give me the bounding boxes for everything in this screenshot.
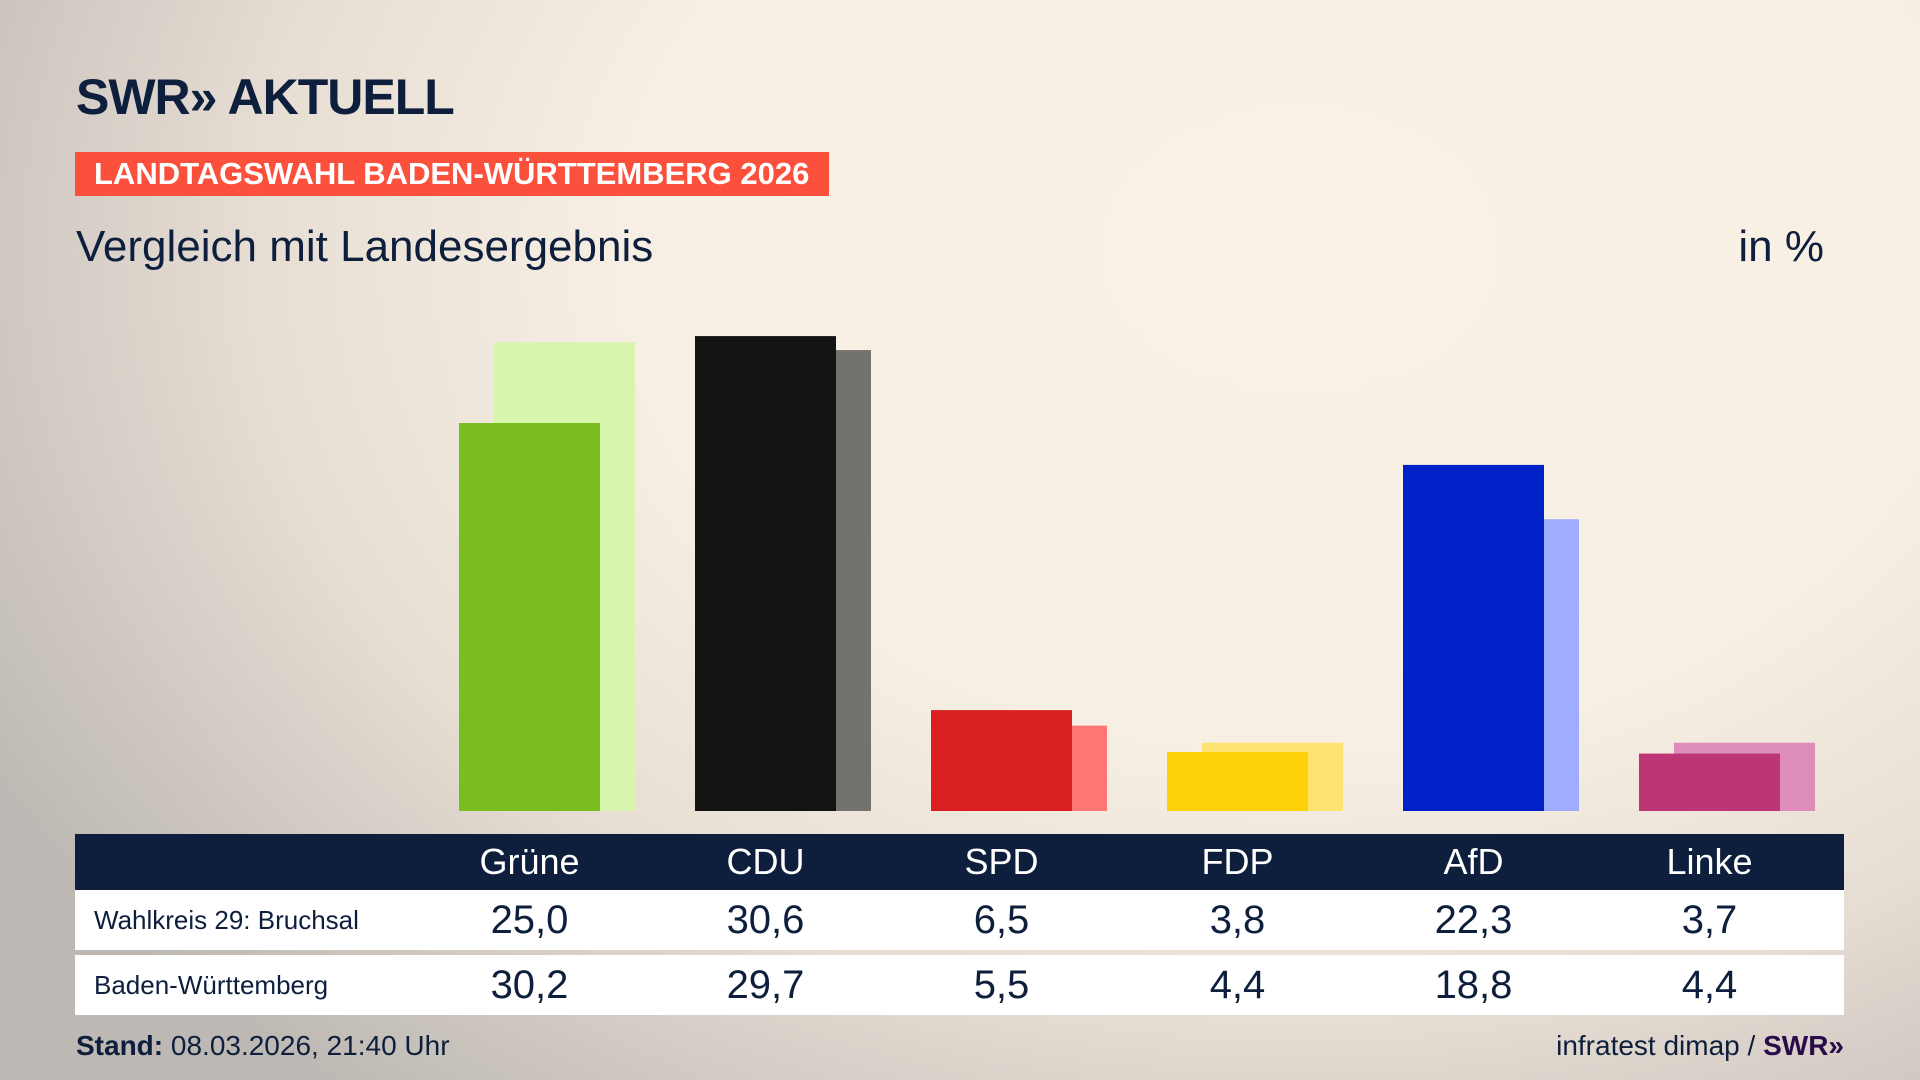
table-header: Grüne CDU SPD FDP AfD Linke bbox=[75, 834, 1844, 890]
value-label: 4,4 bbox=[1681, 963, 1738, 1007]
source: infratest dimap / SWR» bbox=[1556, 1030, 1844, 1062]
bar-cdu-wahlkreis bbox=[695, 336, 836, 811]
bar-linke-wahlkreis bbox=[1639, 753, 1780, 811]
election-banner: LANDTAGSWAHL BADEN-WÜRTTEMBERG 2026 bbox=[75, 152, 829, 196]
unit-label: in % bbox=[1738, 222, 1824, 271]
swr-logo: SWR» bbox=[1763, 1030, 1844, 1061]
bar-grüne-wahlkreis bbox=[459, 423, 600, 811]
row-label: Wahlkreis 29: Bruchsal bbox=[94, 905, 359, 935]
row-label: Baden-Württemberg bbox=[94, 970, 329, 1000]
source-text: infratest dimap / bbox=[1556, 1030, 1764, 1061]
category-label: AfD bbox=[1443, 841, 1504, 882]
value-label: 25,0 bbox=[490, 898, 569, 942]
bar-chart bbox=[459, 336, 1815, 811]
bar-afd-wahlkreis bbox=[1403, 464, 1544, 811]
value-label: 29,7 bbox=[726, 963, 805, 1007]
table-row-wahlkreis: Wahlkreis 29: Bruchsal 25,0 30,6 6,5 3,8 22,… bbox=[75, 890, 1844, 950]
value-label: 18,8 bbox=[1434, 963, 1513, 1007]
timestamp: Stand: 08.03.2026, 21:40 Uhr bbox=[76, 1030, 450, 1062]
value-label: 6,5 bbox=[973, 898, 1030, 942]
value-label: 3,7 bbox=[1681, 898, 1738, 942]
value-label: 30,6 bbox=[726, 898, 805, 942]
stand-label: Stand: bbox=[76, 1030, 164, 1061]
value-label: 30,2 bbox=[490, 963, 569, 1007]
value-label: 22,3 bbox=[1434, 898, 1513, 942]
bar-spd-wahlkreis bbox=[931, 710, 1072, 811]
category-label: FDP bbox=[1201, 841, 1274, 882]
category-label: Grüne bbox=[479, 841, 580, 882]
category-label: Linke bbox=[1666, 841, 1753, 882]
category-label: CDU bbox=[726, 841, 805, 882]
chart-subtitle: Vergleich mit Landesergebnis bbox=[76, 222, 654, 271]
table-row-land: Baden-Württemberg 30,2 29,7 5,5 4,4 18,8 4,4 bbox=[75, 955, 1844, 1015]
swr-aktuell-logo: SWR» AKTUELL bbox=[76, 69, 455, 125]
value-label: 3,8 bbox=[1209, 898, 1266, 942]
category-label: SPD bbox=[964, 841, 1039, 882]
value-label: 4,4 bbox=[1209, 963, 1266, 1007]
bar-fdp-wahlkreis bbox=[1167, 752, 1308, 811]
value-label: 5,5 bbox=[973, 963, 1030, 1007]
stand-value: 08.03.2026, 21:40 Uhr bbox=[170, 1030, 450, 1061]
